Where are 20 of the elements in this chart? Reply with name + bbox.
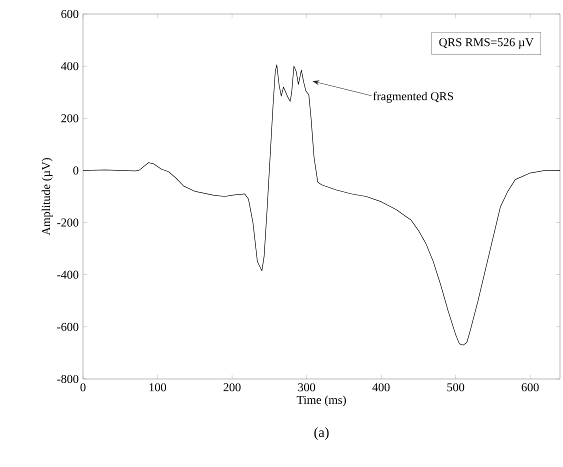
y-tick-label: 0 <box>73 166 78 174</box>
annotation: fragmented QRS <box>373 92 454 103</box>
y-tick-label: 200 <box>61 114 78 122</box>
y-tick-label: 600 <box>61 10 78 18</box>
y-tick-label: -400 <box>57 270 78 279</box>
x-tick-label: 100 <box>150 383 166 392</box>
x-tick-label: 300 <box>298 383 316 392</box>
x-tick-label: 500 <box>447 383 464 392</box>
y-tick-label: -600 <box>57 322 78 331</box>
y-tick-label: -200 <box>57 218 78 227</box>
x-tick-label: 600 <box>522 383 539 392</box>
y-tick-label: -800 <box>57 374 78 384</box>
x-tick-label: 200 <box>224 383 241 392</box>
x-tick-label: 0 <box>80 383 86 392</box>
text: (a) <box>314 427 329 440</box>
x-axis-title: Time (ms) <box>296 395 346 406</box>
x-tick-label: 400 <box>372 383 390 392</box>
y-axis-title: Amplitude (µV) <box>42 158 53 236</box>
annotation: QRS RMS=526 µV <box>439 38 534 49</box>
y-tick-label: 400 <box>61 62 78 70</box>
